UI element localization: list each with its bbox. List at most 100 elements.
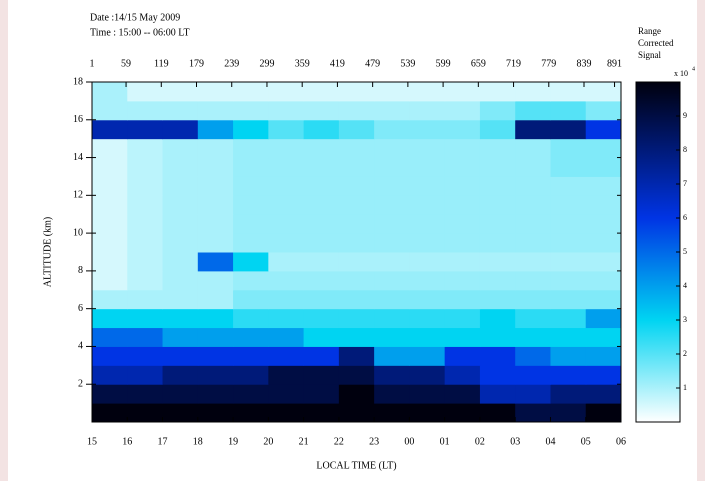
heat-cell [197,214,234,234]
heat-cell [162,176,199,196]
heat-cell [585,403,622,423]
heat-cell [515,252,551,272]
heat-cell [444,365,481,385]
heat-cell [197,119,234,140]
heat-cell [303,214,340,234]
heat-cell [197,384,234,404]
heat-cell [233,384,269,404]
heat-cell [197,270,234,291]
heat-cell [268,270,305,291]
heat-cell [550,119,587,140]
heat-cell [127,365,164,385]
plot-frame [91,81,622,423]
heat-cell [550,403,587,423]
colorbar-label: Signal [638,50,662,60]
heat-cell [374,82,410,102]
heat-cell [197,138,234,159]
heat-cell [550,214,587,234]
x-tick-label: 16 [122,436,132,447]
x-tick-label: 23 [369,436,379,447]
heat-cell [162,82,199,102]
heat-cell [127,270,164,291]
heat-cell [127,176,164,196]
header-text: Date :14/15 May 2009 [90,12,180,23]
x-tick-label: 22 [334,436,344,447]
heat-cell [92,365,128,385]
heat-cell [585,365,622,385]
heat-cell [409,252,446,272]
heat-cell [197,252,234,272]
heat-cell [303,289,340,310]
heat-cell [162,233,199,253]
heat-cell [444,195,481,215]
heat-cell [197,195,234,215]
heat-cell [515,403,551,423]
heat-cell [444,384,481,404]
heat-cell [338,346,375,366]
heat-cell [374,138,410,159]
heat-cell [479,157,516,177]
heat-cell [479,82,516,102]
colorbar-label: Range [638,26,661,36]
heat-cell [268,346,305,366]
heat-cell [515,308,551,329]
colorbar-tick-label: 4 [683,281,687,290]
heat-cell [409,289,446,310]
heat-cell [303,119,340,140]
heat-cell [479,327,516,347]
heat-cell [127,252,164,272]
heat-cell [303,403,340,423]
heat-cell [515,214,551,234]
y-tick-label: 14 [73,152,83,163]
heat-cell [585,119,622,140]
heat-cell [374,403,410,423]
y-tick-label: 8 [78,265,83,276]
heat-cell [92,346,128,366]
heat-cell [197,82,234,102]
heat-cell [515,138,551,159]
colorbar-tick-label: 6 [683,213,687,222]
heat-cell [338,233,375,253]
heat-cell [92,308,128,329]
heat-cell [585,214,622,234]
x-tick-label: 02 [475,436,485,447]
heat-cell [162,270,199,291]
x-tick-label: 01 [440,436,450,447]
heat-cell [233,138,269,159]
heat-cell [338,403,375,423]
heat-cell [338,119,375,140]
heat-cell [374,365,410,385]
heat-cell [197,346,234,366]
heat-cell [515,346,551,366]
heat-cell [409,100,446,121]
heat-cell [409,119,446,140]
heat-cell [92,214,128,234]
x2-tick-label: 359 [295,58,310,69]
heat-cell [197,100,234,121]
heat-cell [409,308,446,329]
heat-cell [550,195,587,215]
heat-cell [444,270,481,291]
heat-cell [162,119,199,140]
colorbar-tick-label: 8 [683,145,687,154]
heat-cell [444,233,481,253]
heat-cell [515,384,551,404]
header-text: Time : 15:00 -- 06:00 LT [90,27,190,38]
heat-cell [233,214,269,234]
heat-cell [233,289,269,310]
heat-cell [338,157,375,177]
heat-cell [127,119,164,140]
heat-cell [550,138,587,159]
heat-cell [338,365,375,385]
heat-cell [409,365,446,385]
heat-cell [338,82,375,102]
heat-cell [127,346,164,366]
heat-cell [92,233,128,253]
heat-cell [409,138,446,159]
heat-cell [479,289,516,310]
heat-cell [550,157,587,177]
heat-cell [233,233,269,253]
heat-cell [92,384,128,404]
heat-cell [162,289,199,310]
heat-cell [127,327,164,347]
